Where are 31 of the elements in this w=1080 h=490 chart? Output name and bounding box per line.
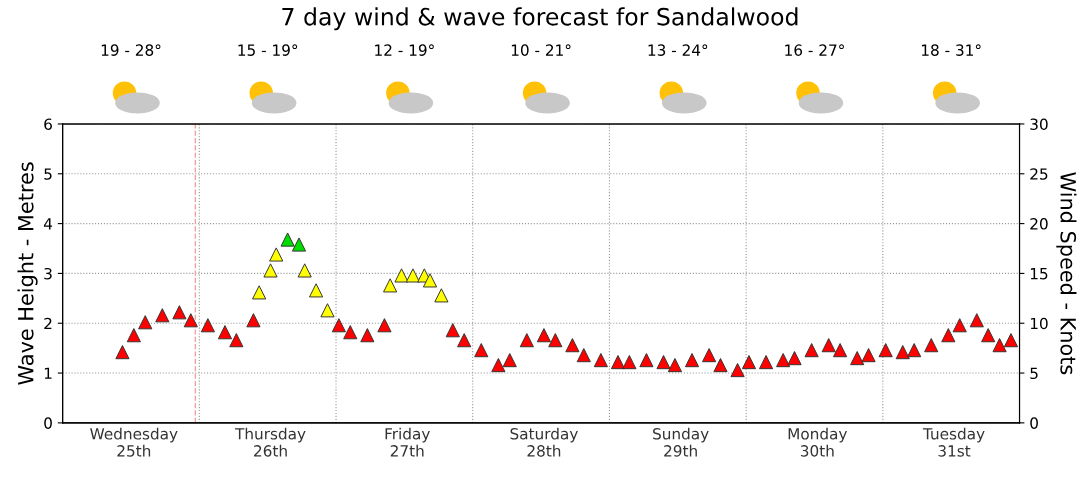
y2-axis-title: Wind Speed - Knots	[1056, 172, 1077, 375]
x-tick-label: Friday 27th	[385, 427, 430, 457]
chart-title: 7 day wind & wave forecast for Sandalwood	[282, 7, 798, 31]
text: 12 - 19°	[375, 44, 434, 56]
y-tick-label: 0	[44, 417, 52, 429]
text: 15 - 19°	[238, 44, 298, 56]
text: 16 - 27°	[785, 44, 844, 56]
y-axis-title: Wave Height - Metres	[17, 162, 38, 385]
y2-tick-label: 10	[1030, 317, 1048, 330]
y-tick-label: 3	[44, 267, 52, 280]
y2-tick-label: 25	[1030, 168, 1048, 180]
x-tick-label: Wednesday 25th	[90, 427, 178, 457]
x-tick-label: Saturday 28th	[510, 427, 578, 457]
y2-tick-label: 15	[1030, 268, 1048, 280]
y2-tick-label: 0	[1030, 417, 1038, 429]
text: 13 - 24°	[648, 44, 708, 56]
text: 18 - 31°	[921, 44, 981, 56]
y-tick-label: 4	[43, 218, 53, 230]
y-tick-label: 2	[44, 317, 52, 330]
y-tick-label: 6	[44, 118, 52, 130]
text: 10 - 21°	[511, 44, 571, 56]
x-tick-label: Sunday 29th	[653, 427, 709, 457]
x-tick-label: Monday 30th	[788, 427, 848, 457]
x-tick-label: Tuesday 31st	[922, 427, 985, 457]
x-tick-label: Thursday 26th	[234, 427, 306, 457]
y2-tick-label: 5	[1030, 367, 1038, 380]
y2-tick-label: 20	[1030, 218, 1048, 230]
y2-tick-label: 30	[1030, 118, 1048, 130]
text: 19 - 28°	[101, 44, 161, 56]
y-tick-label: 1	[44, 367, 52, 379]
y-tick-label: 5	[44, 168, 52, 180]
